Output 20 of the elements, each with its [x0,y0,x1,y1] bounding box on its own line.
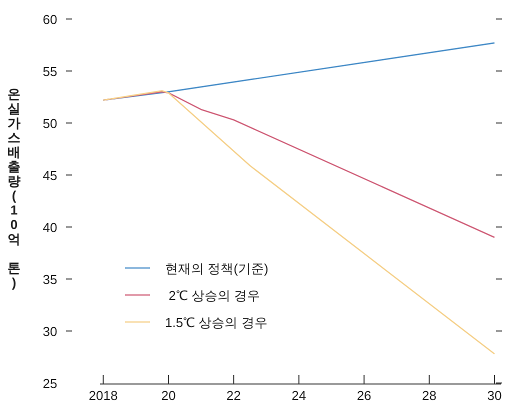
x-tick-label: 28 [422,388,437,403]
x-tick-label: 2018 [88,388,118,403]
x-tick-label: 26 [356,388,372,403]
legend-label: 1.5℃ 상승의 경우 [165,315,268,330]
y-tick-label: 25 [42,376,58,391]
y-tick-label: 55 [42,64,58,79]
text: 온실가스배출량(10억 톤) [8,86,20,290]
x-tick-label: 22 [226,388,241,403]
y-tick-label: 60 [42,12,58,27]
y-tick-label: 35 [42,272,58,287]
line-series [102,90,496,355]
legend-label: 현재의 정책(기준) [165,261,268,276]
y-tick-label: 30 [42,324,58,339]
y-tick-label: 40 [42,220,58,235]
x-tick-label: 30 [487,388,502,403]
legend-label: 2℃ 상승의 경우 [165,288,260,303]
x-tick-label: 24 [292,388,306,403]
x-tick-label: 20 [161,388,176,403]
y-tick-label: 50 [42,116,58,131]
y-tick-label: 45 [42,168,58,183]
